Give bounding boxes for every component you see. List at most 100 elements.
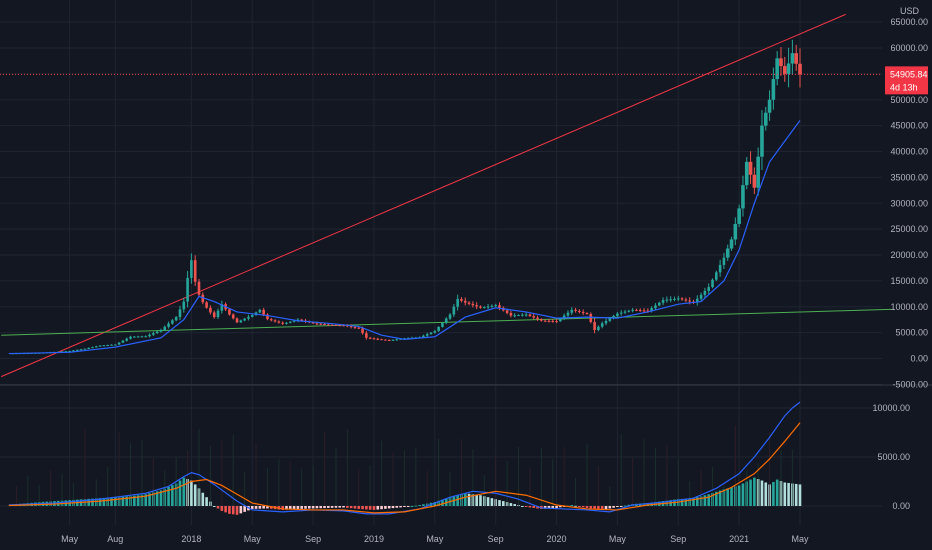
candle-body — [729, 239, 734, 249]
volume-bar — [107, 466, 109, 506]
volume-bar — [130, 443, 132, 506]
volume-bar — [426, 470, 428, 506]
price-tick-label: 15000.00 — [890, 276, 928, 286]
candle-body — [380, 339, 383, 341]
histogram-bar — [205, 497, 208, 506]
histogram-bar — [376, 506, 380, 510]
candle-body — [452, 306, 456, 315]
histogram-bar — [718, 490, 722, 506]
candle-body — [444, 318, 448, 323]
volume-bar — [209, 445, 211, 506]
histogram-bar — [231, 506, 235, 515]
volume-bar — [609, 486, 611, 506]
histogram-bar — [764, 482, 768, 506]
price-tick-label: 30000.00 — [890, 198, 928, 208]
histogram-bar — [524, 506, 528, 507]
candle-body — [148, 334, 151, 337]
indicator-pane[interactable] — [8, 401, 802, 515]
histogram-bar — [604, 506, 608, 510]
candle-body — [216, 310, 220, 318]
candle-body — [110, 344, 113, 346]
candle-body — [532, 316, 536, 318]
histogram-bar — [760, 480, 764, 506]
histogram-bar — [353, 506, 357, 509]
candle-body — [505, 310, 509, 313]
candle-body — [98, 345, 102, 347]
last-price-value: 54905.84 — [890, 69, 928, 79]
candle-body — [578, 310, 581, 312]
histogram-bar — [730, 487, 733, 506]
candle-body — [285, 322, 288, 324]
histogram-bar — [600, 506, 604, 510]
candle-body — [540, 319, 543, 321]
time-axis[interactable]: May Aug 2018 May Sep 2019 May Sep 2020 May Sep 2021… — [61, 534, 809, 544]
trendline-red[interactable] — [0, 13, 846, 378]
candle-body — [574, 309, 577, 311]
candle-body — [756, 156, 760, 188]
time-tick-label: May — [426, 534, 444, 544]
volume-bar — [460, 438, 462, 506]
candle-body — [661, 300, 665, 303]
candle-body — [167, 323, 170, 327]
histogram-bar — [783, 482, 787, 506]
candle-body — [695, 298, 699, 303]
volume-bar — [506, 461, 508, 506]
candle-body — [182, 301, 186, 310]
candle-body — [155, 331, 159, 334]
volume-bar — [72, 483, 74, 506]
histogram-bar — [182, 477, 186, 506]
grid-lines — [0, 0, 882, 525]
histogram-bar — [365, 506, 368, 510]
candle-body — [437, 326, 440, 332]
histogram-bar — [136, 495, 140, 506]
candle-body — [281, 322, 284, 324]
candle-body — [619, 312, 623, 314]
candle-body — [212, 312, 216, 318]
candle-body — [684, 299, 688, 301]
candle-body — [760, 125, 764, 157]
candle-body — [490, 305, 494, 307]
candle-body — [361, 328, 364, 334]
histogram-bar — [551, 506, 555, 509]
candle-body — [201, 294, 205, 303]
price-tick-label: 60000.00 — [890, 43, 928, 53]
histogram-bar — [243, 506, 246, 512]
histogram-bar — [616, 506, 619, 507]
histogram-bar — [235, 506, 239, 515]
histogram-bar — [357, 506, 361, 509]
histogram-bar — [753, 477, 756, 506]
candle-body — [631, 309, 634, 311]
candle-body — [247, 316, 250, 319]
candle-body — [593, 322, 596, 331]
candle-body — [209, 307, 212, 313]
candle-body — [94, 346, 98, 348]
candle-body — [129, 336, 132, 339]
candle-body — [422, 335, 425, 338]
histogram-bar — [403, 506, 406, 507]
histogram-bar — [167, 486, 170, 506]
candle-body — [798, 63, 802, 75]
histogram-bar — [262, 506, 265, 509]
candle-body — [64, 351, 68, 353]
candle-body — [193, 260, 197, 282]
candle-body — [703, 290, 707, 295]
candle-body — [699, 294, 703, 299]
candle-body — [365, 333, 368, 338]
histogram-bar — [585, 506, 589, 508]
time-tick-label: Aug — [107, 534, 123, 544]
candle-body — [273, 320, 277, 322]
histogram-bar — [798, 484, 802, 506]
indicator-tick-label: 10000.00 — [872, 403, 910, 413]
candle-body — [494, 305, 497, 307]
moving-average-line — [8, 120, 801, 355]
candle-body — [612, 315, 615, 319]
price-pane[interactable] — [0, 13, 892, 378]
candle-body — [707, 287, 711, 291]
candle-body — [676, 298, 680, 300]
candle-body — [775, 58, 779, 80]
histogram-bar — [787, 482, 790, 506]
histogram-bar — [475, 494, 478, 506]
histogram-bar — [695, 497, 699, 506]
histogram-bar — [315, 506, 319, 509]
